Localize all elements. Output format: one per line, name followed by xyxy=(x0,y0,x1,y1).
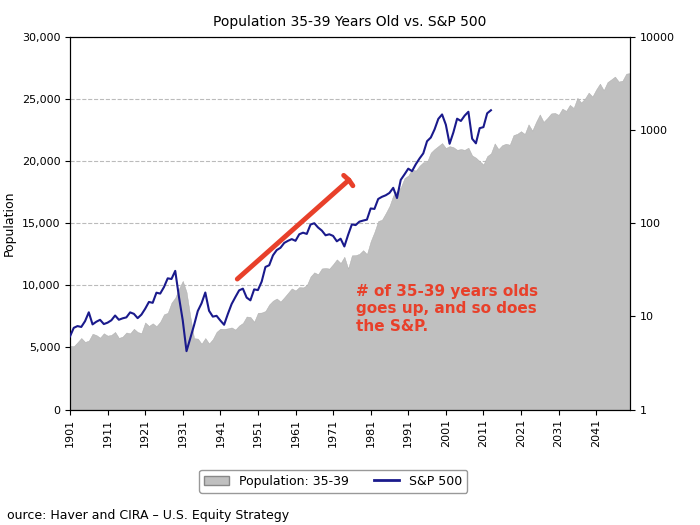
Text: # of 35-39 years olds
goes up, and so does
the S&P.: # of 35-39 years olds goes up, and so do… xyxy=(356,284,538,334)
Y-axis label: Population: Population xyxy=(3,191,16,256)
Text: ource: Haver and CIRA – U.S. Equity Strategy: ource: Haver and CIRA – U.S. Equity Stra… xyxy=(7,509,289,522)
Title: Population 35-39 Years Old vs. S&P 500: Population 35-39 Years Old vs. S&P 500 xyxy=(214,15,486,29)
Legend: Population: 35-39, S&P 500: Population: 35-39, S&P 500 xyxy=(199,470,468,492)
